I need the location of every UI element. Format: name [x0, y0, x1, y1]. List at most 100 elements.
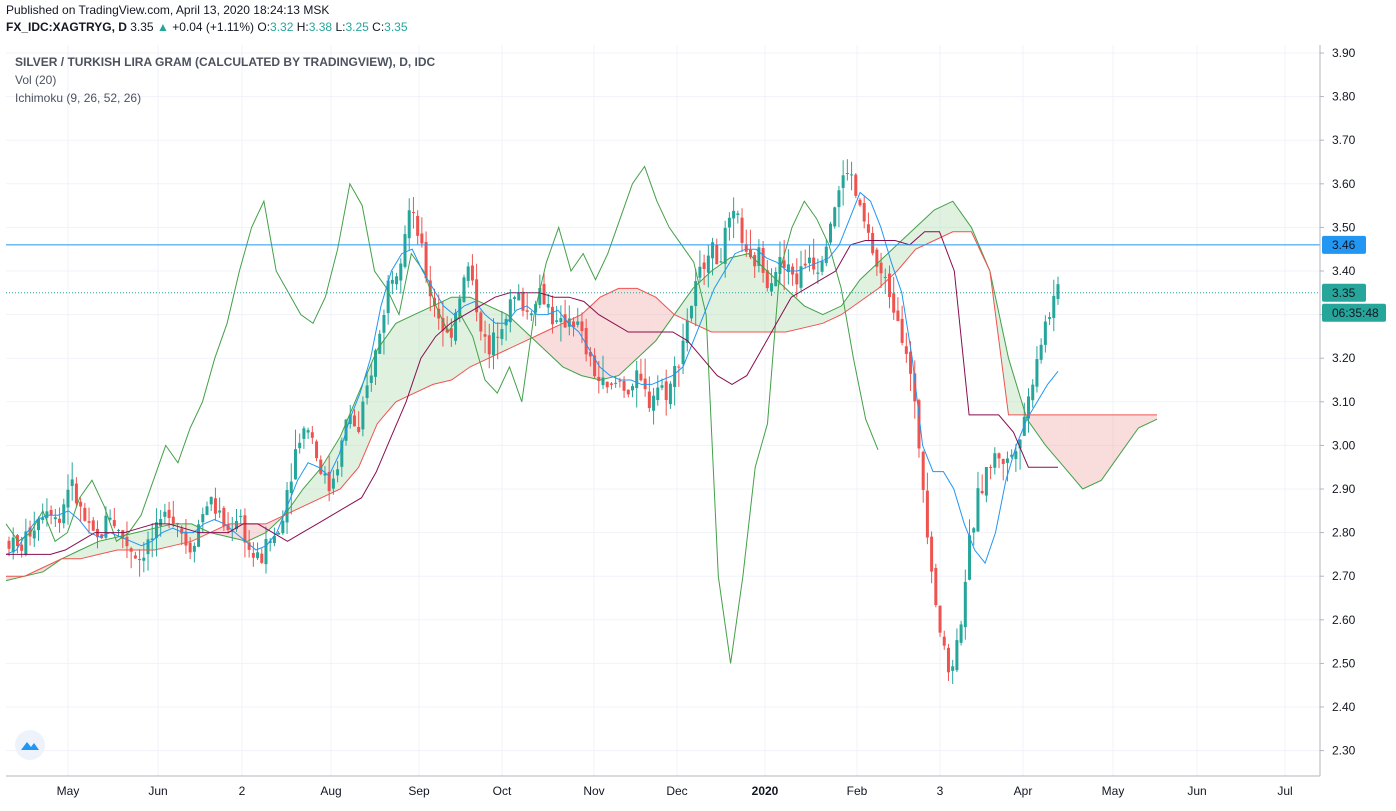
x-tick-label: Nov	[583, 784, 604, 798]
cloud-segment	[247, 523, 266, 542]
candle-body	[706, 255, 710, 273]
candle-body	[197, 524, 201, 547]
candle-body	[626, 389, 630, 395]
candle-body	[605, 381, 609, 388]
candle-body	[1052, 295, 1056, 318]
candle-body	[799, 266, 803, 288]
cloud-segment	[1064, 414, 1083, 489]
cloud-segment	[1119, 414, 1139, 455]
candle-body	[820, 261, 824, 272]
candle-body	[513, 297, 517, 300]
cloud-segment	[748, 253, 768, 333]
candle-body	[32, 530, 36, 539]
candle-body	[904, 346, 908, 354]
candle-body	[171, 516, 175, 524]
candle-body	[955, 640, 959, 671]
candle-body	[310, 432, 314, 438]
candle-body	[837, 190, 841, 208]
candle-body	[972, 528, 976, 533]
volume-indicator-label[interactable]: Vol (20)	[15, 73, 57, 87]
candle-body	[323, 473, 327, 476]
candle-body	[719, 261, 723, 263]
candle-body	[209, 496, 213, 505]
candle-body	[319, 459, 323, 474]
candle-body	[66, 489, 70, 508]
ohlc-line: FX_IDC:XAGTRYG, D 3.35 ▲ +0.04 (+1.11%) …	[6, 19, 408, 36]
last-price-tag: 3.35	[1332, 286, 1356, 300]
candle-body	[188, 542, 192, 553]
candle-body	[352, 415, 356, 427]
candle-body	[264, 539, 268, 565]
last-price: 3.35	[130, 20, 154, 34]
candle-body	[989, 467, 993, 469]
x-tick-label: May	[57, 784, 80, 798]
senkou-span-a-line	[5, 200, 1158, 582]
candle-body	[475, 279, 479, 313]
y-tick-label: 3.10	[1332, 395, 1356, 409]
change-value: +0.04 (+1.11%)	[172, 20, 255, 34]
candle-body	[567, 318, 571, 327]
candle-body	[163, 511, 167, 517]
candle-body	[483, 334, 487, 337]
candle-body	[580, 321, 584, 332]
candle-body	[736, 213, 740, 215]
cloud-segment	[1045, 414, 1065, 468]
symbol-label[interactable]: FX_IDC:XAGTRYG, D	[6, 20, 127, 34]
x-tick-label: May	[1102, 784, 1125, 798]
ichimoku-indicator-label[interactable]: Ichimoku (9, 26, 52, 26)	[15, 91, 142, 105]
cloud-segment	[600, 288, 619, 380]
cloud-segment	[655, 297, 675, 341]
candle-body	[74, 483, 78, 504]
candle-body	[201, 514, 205, 523]
candle-body	[222, 507, 226, 527]
candle-body	[1031, 384, 1035, 401]
y-tick-label: 3.00	[1332, 438, 1356, 452]
cloud-segment	[414, 305, 433, 394]
candle-body	[1043, 321, 1047, 345]
candle-body	[112, 520, 116, 527]
cloud-segment	[1138, 414, 1157, 428]
tradingview-logo-icon[interactable]	[15, 730, 45, 760]
candle-body	[374, 350, 378, 377]
cloud-segment	[1101, 414, 1120, 481]
cloud-segment	[470, 297, 489, 367]
candle-body	[91, 520, 95, 531]
candle-body	[597, 376, 601, 382]
price-axis[interactable]: 3.903.803.703.603.503.403.303.203.103.00…	[1320, 46, 1356, 758]
candle-body	[441, 317, 445, 331]
candle-body	[525, 310, 529, 312]
cloud-segment	[135, 528, 155, 551]
candle-body	[871, 232, 875, 254]
series-title[interactable]: SILVER / TURKISH LIRA GRAM (CALCULATED B…	[15, 55, 436, 69]
candle-body	[192, 545, 196, 552]
candle-body	[883, 276, 887, 278]
candle-body	[382, 315, 386, 333]
candle-body	[588, 351, 592, 357]
y-tick-label: 2.60	[1332, 613, 1356, 627]
candle-body	[925, 490, 929, 538]
candle-body	[934, 567, 938, 606]
candle-body	[807, 257, 811, 264]
countdown-tag: 06:35:48	[1332, 306, 1379, 320]
y-tick-label: 2.40	[1332, 700, 1356, 714]
candle-body	[378, 333, 382, 354]
candle-body	[20, 544, 24, 551]
candle-body	[529, 313, 533, 316]
candle-body	[462, 277, 466, 302]
candle-body	[900, 318, 904, 343]
candle-body	[609, 383, 613, 385]
x-tick-label: Feb	[847, 784, 868, 798]
candle-body	[753, 255, 757, 267]
y-tick-label: 3.50	[1332, 220, 1356, 234]
candle-body	[930, 536, 934, 572]
candle-body	[121, 530, 125, 539]
candle-body	[62, 504, 66, 524]
time-axis[interactable]: May Jun 2 Aug Sep Oct Nov Dec 2020 Feb 3 Apr May Jun J…	[57, 784, 1293, 798]
up-arrow-icon: ▲	[156, 20, 169, 34]
open-label: O:	[257, 20, 271, 34]
candle-body	[150, 538, 154, 541]
candle-body	[660, 385, 664, 388]
cloud-segment	[897, 227, 916, 271]
close-label: C:	[372, 20, 385, 34]
